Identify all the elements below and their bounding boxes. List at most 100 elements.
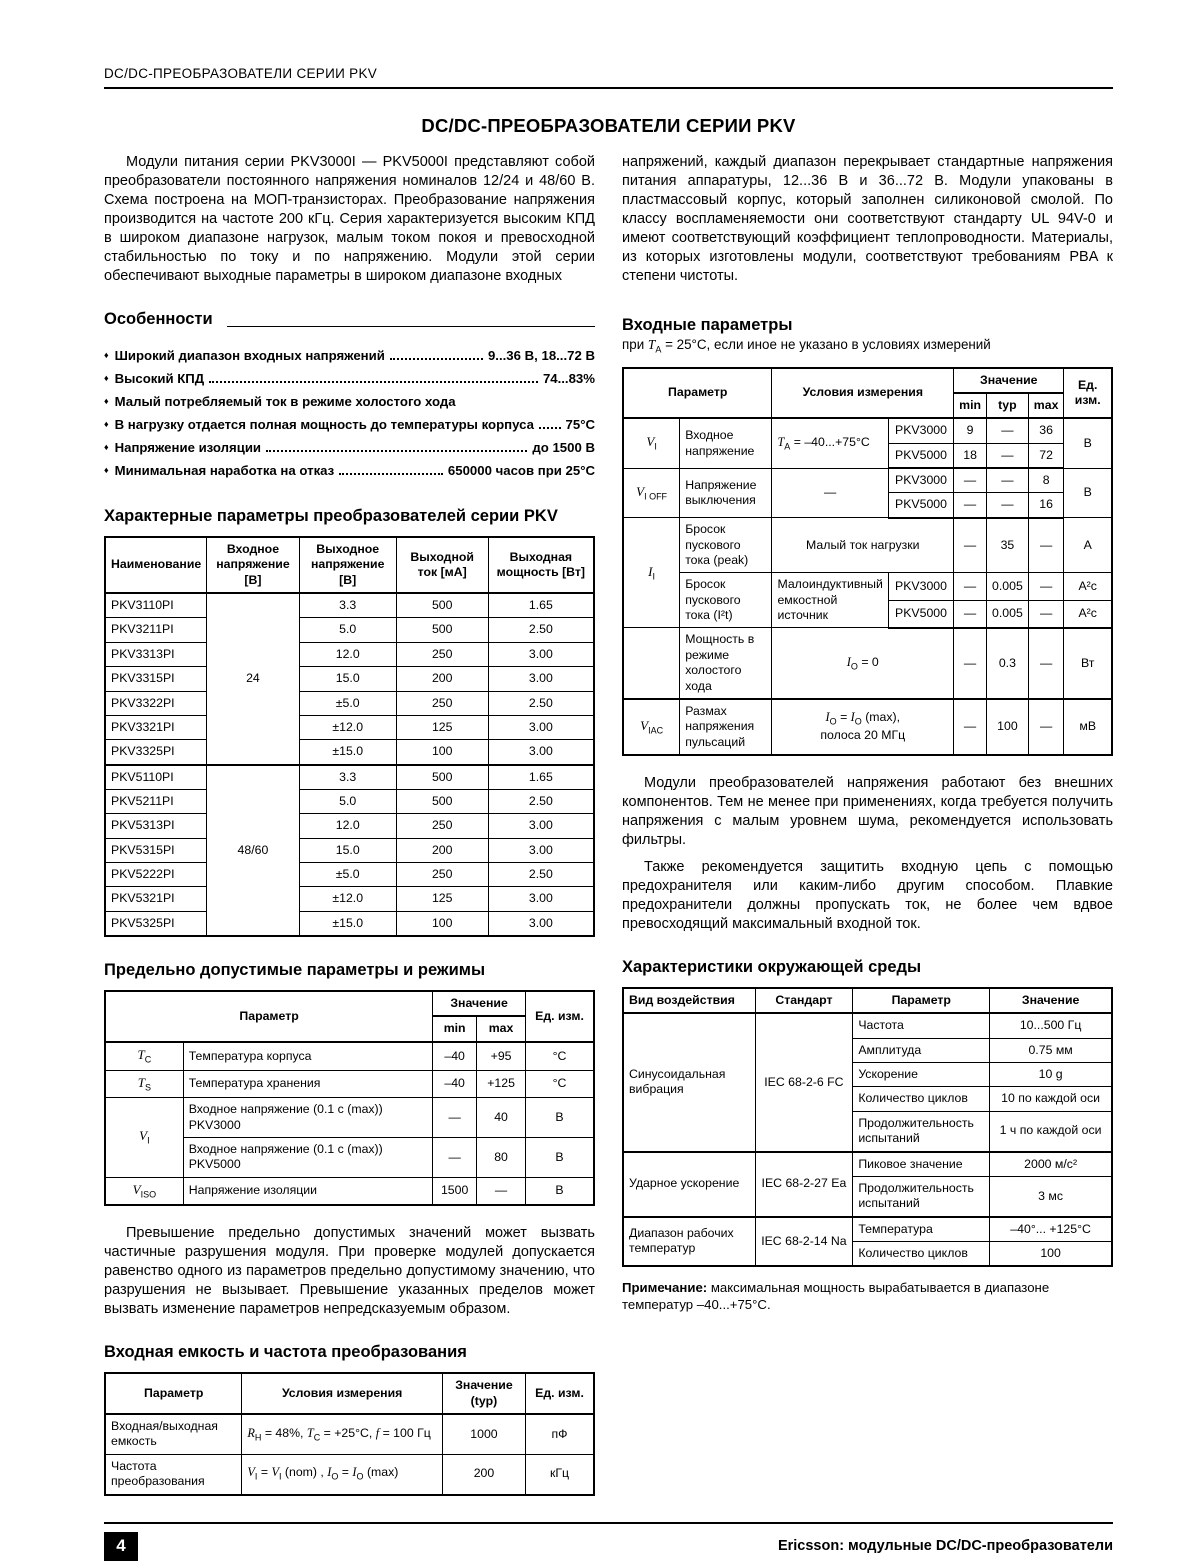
- cell: +125: [476, 1069, 527, 1099]
- cell: —: [432, 1136, 478, 1178]
- cell: PKV5000: [887, 492, 955, 519]
- column-header: Параметр: [104, 1372, 243, 1416]
- column-header: Параметр: [622, 367, 773, 420]
- column-header: Наименование: [104, 536, 208, 595]
- dotted-leader: [339, 473, 443, 475]
- cell: 3.00: [487, 837, 595, 864]
- cell: ±5.0: [298, 690, 397, 716]
- cell: —: [953, 517, 988, 574]
- cell: 500: [395, 592, 489, 619]
- right-column: напряжений, каждый диапазон перекрывает …: [622, 153, 1113, 1313]
- table-row: Количество циклов 100: [623, 1240, 1113, 1267]
- table-row: TS Температура хранения –40 +125 °C: [104, 1069, 595, 1099]
- list-item: ♦ В нагрузку отдается полная мощность до…: [104, 414, 595, 437]
- table-row: PKV3211PI 5.0 500 2.50: [104, 617, 595, 643]
- diamond-bullet-icon: ♦: [104, 442, 109, 452]
- cell: Бросок пускового тока (peak): [679, 517, 773, 574]
- cell: 1500: [432, 1176, 478, 1206]
- cell: 3.00: [487, 641, 595, 668]
- cell: Мощность в режиме холостого хода: [679, 627, 773, 700]
- feature-value: 74...83%: [542, 371, 595, 386]
- table-row: Синусоидальная вибрация IEC 68-2-6 FC Ча…: [622, 1012, 1113, 1153]
- cell: PKV3321PI: [104, 714, 208, 741]
- cell: PKV5315PI: [104, 837, 208, 864]
- measurement-conditions: Малый ток нагрузки: [771, 517, 955, 574]
- measurement-conditions: Малоиндуктивный емкостной источник: [771, 572, 889, 629]
- running-header: DC/DC-ПРЕОБРАЗОВАТЕЛИ СЕРИИ PKV: [104, 66, 1113, 89]
- cell: PKV5321PI: [104, 886, 208, 912]
- table-row: PKV5110PI 48/60 3.3 500 1.65: [104, 763, 595, 937]
- measurement-conditions: VI = VI (nom) , IO = IO (max): [241, 1453, 443, 1496]
- column-header: Значение: [432, 990, 527, 1018]
- table-header-row: Вид воздействия Стандарт Параметр Значен…: [622, 987, 1113, 1015]
- cell: 1.65: [487, 763, 595, 790]
- left-column: Модули питания серии PKV3000I — PKV5000I…: [104, 153, 595, 1496]
- cell: —: [1027, 599, 1065, 629]
- limits-table: Параметр Значение Ед. изм. min max TC Те…: [104, 990, 595, 1207]
- dotted-leader: [266, 450, 528, 452]
- column-header: Ед. изм.: [525, 990, 595, 1043]
- features-heading: Особенности: [104, 310, 595, 329]
- cell: 10...500 Гц: [989, 1012, 1113, 1039]
- cell: 200: [441, 1453, 527, 1496]
- column-header: Параметр: [104, 990, 434, 1043]
- cell: PKV3000: [887, 417, 955, 444]
- cell: Диапазон рабочих температур: [622, 1215, 756, 1267]
- diamond-bullet-icon: ♦: [104, 373, 109, 383]
- cell: 3.00: [487, 910, 595, 937]
- dotted-leader: [538, 427, 561, 429]
- cell: —: [953, 698, 988, 756]
- table-row: PKV5211PI 5.0 500 2.50: [104, 788, 595, 815]
- table-row: PKV5000 18 — 72: [623, 442, 1112, 470]
- cell: 80: [476, 1136, 527, 1178]
- cell: PKV5000: [887, 442, 955, 470]
- cell: 250: [395, 862, 489, 888]
- input-params-subtitle: при TA = 25°C, если иное не указано в ус…: [622, 337, 991, 355]
- column-header: min: [953, 392, 988, 420]
- limits-heading: Предельно допустимые параметры и режимы: [104, 961, 486, 980]
- diamond-bullet-icon: ♦: [104, 350, 109, 360]
- cell: Бросок пускового тока (I²t): [679, 572, 773, 629]
- column-header: Значение: [953, 367, 1065, 395]
- cell: 100: [395, 739, 489, 766]
- cell: Амплитуда: [852, 1037, 991, 1064]
- running-header-text: DC/DC-ПРЕОБРАЗОВАТЕЛИ СЕРИИ PKV: [104, 66, 378, 81]
- column-header: Стандарт: [754, 987, 854, 1015]
- cell: ±12.0: [298, 714, 397, 741]
- table-row: PKV3322PI ±5.0 250 2.50: [104, 690, 595, 716]
- cell: Пиковое значение: [852, 1150, 991, 1177]
- cell: кГц: [525, 1453, 595, 1496]
- fuse-paragraph: Также рекомендуется защитить входную цеп…: [622, 859, 1113, 932]
- cell: 15.0: [298, 666, 397, 692]
- param-symbol: TC: [104, 1041, 184, 1071]
- column-header: Ед. изм.: [525, 1372, 595, 1416]
- cell: PKV5000: [887, 599, 955, 629]
- cell: 200: [395, 666, 489, 692]
- table-row: VIAC Размах напряжения пульсаций IO = IO…: [622, 698, 1113, 756]
- diamond-bullet-icon: ♦: [104, 465, 109, 475]
- column-header: Параметр: [852, 987, 991, 1015]
- cell: Температура хранения: [182, 1069, 434, 1099]
- table-header-row: Параметр Условия измерения Значение Ед. …: [622, 367, 1113, 420]
- cell: PKV5325PI: [104, 910, 208, 937]
- cell: ±15.0: [298, 739, 397, 766]
- cell: PKV3315PI: [104, 666, 208, 692]
- cell: 0.3: [986, 627, 1029, 700]
- param-symbol: TS: [104, 1069, 184, 1099]
- column-header: min: [432, 1015, 478, 1043]
- header-rule: [104, 87, 1113, 89]
- cell: –40: [432, 1069, 478, 1099]
- param-symbol: II: [622, 517, 681, 629]
- list-item: ♦ Широкий диапазон входных напряжений 9.…: [104, 345, 595, 368]
- cell: 1000: [441, 1413, 527, 1455]
- cell: В: [525, 1136, 595, 1178]
- table-row: Частота преобразования VI = VI (nom) , I…: [104, 1453, 595, 1496]
- column-header: max: [1027, 392, 1065, 420]
- cell: PKV3325PI: [104, 739, 208, 766]
- cell: 5.0: [298, 617, 397, 643]
- table-header-row: min typ max: [623, 392, 1112, 420]
- cell: Продолжительность испытаний: [852, 1175, 991, 1218]
- column-header: Условия измерения: [771, 367, 955, 420]
- param-symbol: VISO: [104, 1176, 184, 1206]
- table-header-row: Параметр Значение Ед. изм.: [104, 990, 595, 1043]
